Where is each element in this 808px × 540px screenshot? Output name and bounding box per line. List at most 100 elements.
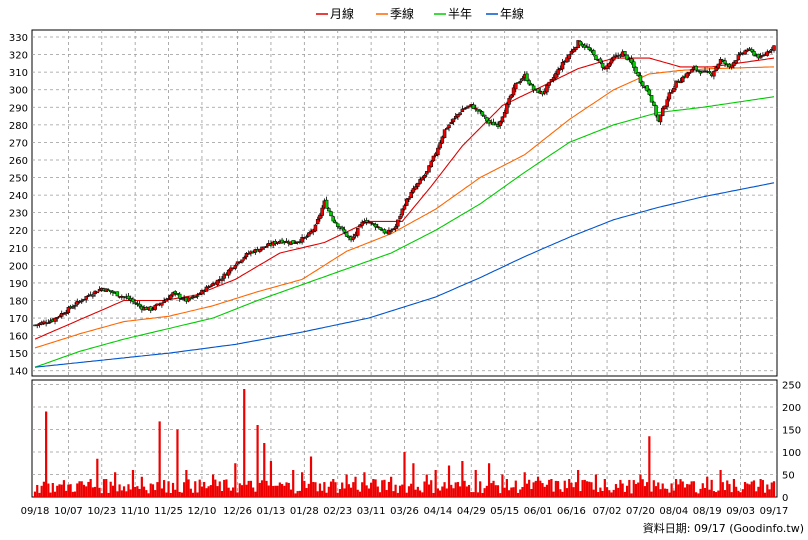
volume-bar xyxy=(254,491,257,497)
volume-bar xyxy=(683,487,687,497)
volume-bar xyxy=(109,481,112,497)
volume-bar xyxy=(530,489,533,497)
candle-body xyxy=(449,122,453,125)
candle-body xyxy=(177,293,182,299)
candle-body xyxy=(685,72,689,78)
candle-body xyxy=(79,300,84,303)
x-tick-label: 12/10 xyxy=(188,506,217,517)
candle-body xyxy=(440,136,445,144)
volume-bar xyxy=(247,480,250,497)
candle-body xyxy=(600,62,605,68)
volume-bar xyxy=(76,483,79,497)
volume-bar xyxy=(134,486,137,497)
volume-bar xyxy=(378,492,382,497)
candle-body xyxy=(396,219,400,227)
price-tick-label: 160 xyxy=(9,332,28,343)
candle-body xyxy=(59,313,64,317)
volume-bar xyxy=(452,488,455,497)
candle-body xyxy=(387,229,391,235)
candle-body xyxy=(73,305,77,307)
volume-bar xyxy=(550,479,553,497)
candle-body xyxy=(62,313,66,315)
volume-bar xyxy=(341,482,344,497)
volume-bar xyxy=(118,484,121,497)
volume-bar xyxy=(329,481,333,497)
volume-bar xyxy=(93,486,97,497)
candle-body xyxy=(520,78,525,81)
volume-bar xyxy=(434,470,437,497)
volume-bar xyxy=(492,480,495,497)
volume-bar xyxy=(122,486,126,497)
volume-bar xyxy=(699,488,702,497)
candle-body xyxy=(229,267,233,272)
volume-bar xyxy=(267,485,270,497)
volume-bar xyxy=(336,492,339,497)
volume-bar xyxy=(327,486,330,497)
ma-line xyxy=(34,96,775,368)
volume-bar xyxy=(679,479,682,497)
volume-bar xyxy=(617,487,620,497)
volume-bar xyxy=(697,493,700,497)
candle-body xyxy=(429,161,433,168)
volume-tick-label: 150 xyxy=(782,426,801,437)
candle-body xyxy=(333,221,338,224)
candle-body xyxy=(632,61,636,68)
candle-body xyxy=(672,88,676,93)
volume-bar xyxy=(472,492,475,497)
volume-bar xyxy=(165,492,168,497)
x-tick-label: 06/16 xyxy=(557,506,586,517)
candle-body xyxy=(66,307,71,314)
candle-body xyxy=(467,105,471,108)
volume-bar xyxy=(149,483,152,497)
volume-bar xyxy=(692,481,695,497)
x-tick-label: 06/01 xyxy=(524,506,553,517)
volume-tick-label: 200 xyxy=(782,403,801,414)
volume-bar xyxy=(463,480,466,497)
volume-bar xyxy=(309,456,313,497)
volume-bar xyxy=(605,487,609,497)
volume-bar xyxy=(612,489,615,497)
volume-bar xyxy=(127,484,130,497)
volume-bar xyxy=(323,482,326,497)
volume-bar xyxy=(120,490,123,497)
x-tick-labels: 09/18 10/07 10/23 11/10 11/25 12/10 12/26 01/13… xyxy=(21,506,789,517)
x-tick-label: 01/28 xyxy=(290,506,319,517)
candle-body xyxy=(756,53,761,59)
candle-body xyxy=(324,199,329,209)
volume-bar xyxy=(89,479,92,497)
volume-bar xyxy=(732,479,736,497)
candle-body xyxy=(669,92,674,94)
volume-bar xyxy=(648,436,651,497)
candle-body xyxy=(567,54,571,60)
volume-bar xyxy=(203,481,206,497)
candle-body xyxy=(351,236,356,240)
volume-bars xyxy=(33,389,776,497)
volume-bar xyxy=(401,484,404,497)
candle-body xyxy=(471,104,476,109)
volume-tick-label: 250 xyxy=(782,381,801,392)
volume-bar xyxy=(467,484,471,497)
volume-bar xyxy=(220,491,224,497)
volume-bar xyxy=(761,480,764,497)
candle-body xyxy=(258,248,262,252)
candle-body xyxy=(638,75,643,83)
volume-bar xyxy=(719,470,722,497)
volume-bar xyxy=(352,482,355,497)
candle-body xyxy=(304,236,309,238)
candle-body xyxy=(364,220,369,223)
volume-bar xyxy=(347,484,350,497)
volume-bar xyxy=(289,489,293,497)
candle-body xyxy=(531,85,536,91)
candle-body xyxy=(416,182,420,187)
volume-bar xyxy=(301,472,304,497)
candle-body xyxy=(732,61,736,67)
candle-body xyxy=(587,47,591,50)
volume-bar xyxy=(650,491,653,497)
volume-bar xyxy=(772,481,776,497)
candle-body xyxy=(509,94,514,98)
candle-body xyxy=(315,219,320,225)
volume-bar xyxy=(459,486,462,497)
volume-bar xyxy=(334,482,337,497)
candle-body xyxy=(318,214,322,220)
candle-body xyxy=(712,71,716,77)
